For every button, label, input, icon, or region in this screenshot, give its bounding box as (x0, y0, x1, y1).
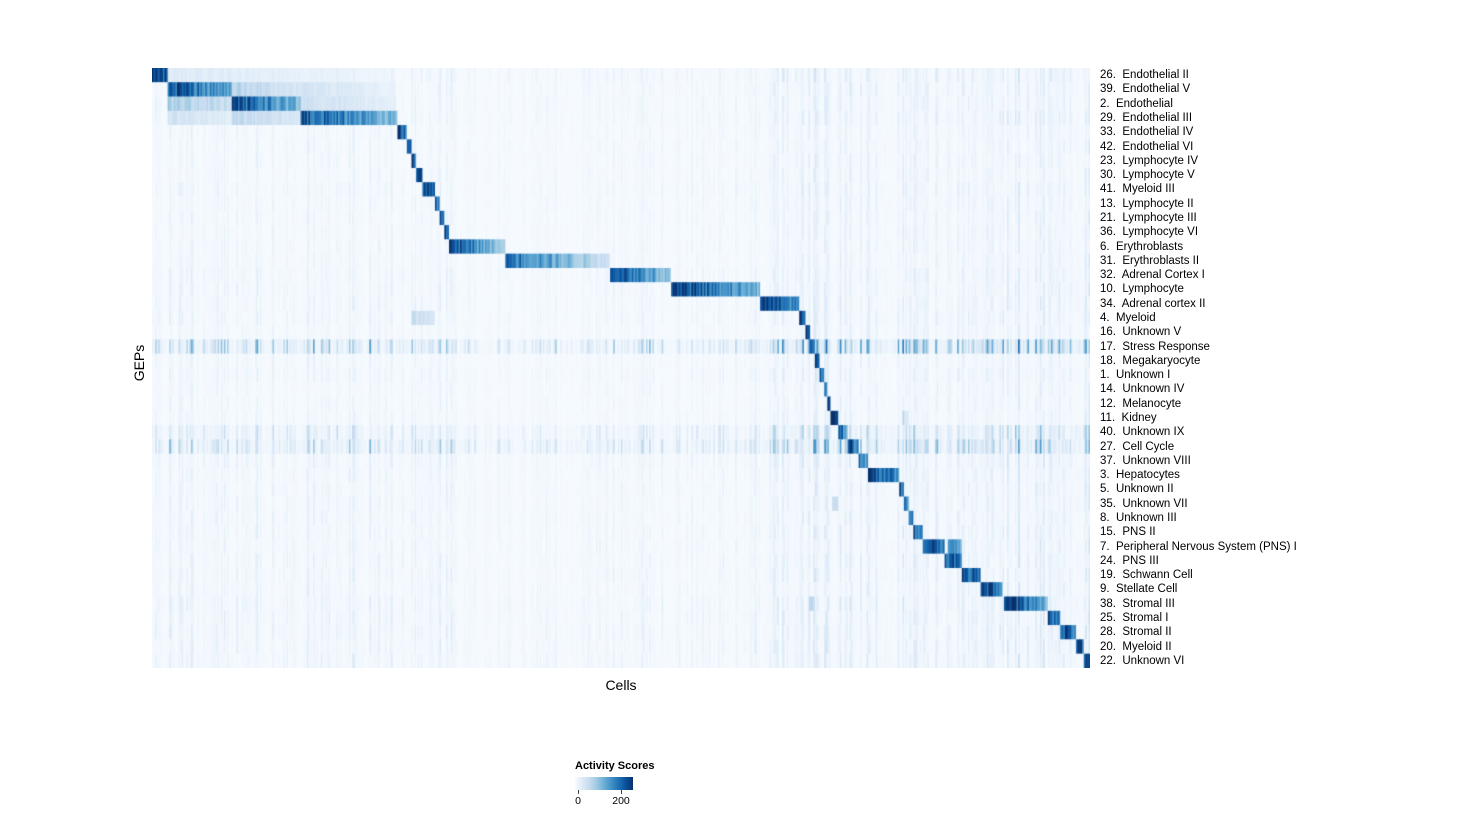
row-label: 37. Unknown VIII (1100, 454, 1191, 467)
row-label: 40. Unknown IX (1100, 426, 1185, 439)
row-label: 9. Stellate Cell (1100, 583, 1178, 596)
row-label: 1. Unknown I (1100, 369, 1171, 382)
row-label: 23. Lymphocyte IV (1100, 154, 1199, 167)
colorbar-title: Activity Scores (575, 760, 655, 772)
colorbar-tick-mark-0 (578, 790, 579, 794)
row-label: 12. Melanocyte (1100, 397, 1182, 410)
row-label: 24. PNS III (1100, 554, 1159, 567)
row-label: 6. Erythroblasts (1100, 240, 1184, 253)
colorbar-tick-label-0: 0 (575, 795, 581, 807)
heatmap-canvas (152, 68, 1090, 668)
row-label: 14. Unknown IV (1100, 383, 1185, 396)
row-label: 21. Lymphocyte III (1100, 212, 1197, 224)
row-label: 28. Stromal II (1100, 626, 1172, 639)
row-label: 13. Lymphocyte II (1100, 197, 1194, 210)
row-label: 19. Schwann Cell (1100, 569, 1193, 582)
row-label: 8. Unknown III (1100, 512, 1177, 524)
row-label: 31. Erythroblasts II (1100, 254, 1200, 267)
row-label: 39. Endothelial V (1100, 83, 1191, 96)
row-label: 36. Lymphocyte VI (1100, 226, 1199, 239)
row-label: 42. Endothelial VI (1100, 140, 1194, 153)
row-label: 7. Peripheral Nervous System (PNS) I (1100, 540, 1297, 553)
row-label: 27. Cell Cycle (1100, 440, 1175, 453)
row-label: 30. Lymphocyte V (1100, 169, 1195, 182)
row-label: 17. Stress Response (1100, 340, 1210, 353)
row-label: 2. Endothelial (1100, 97, 1173, 110)
colorbar-tick-label-200: 200 (612, 795, 630, 807)
row-label: 18. Megakaryocyte (1100, 354, 1201, 367)
row-label: 10. Lymphocyte (1100, 283, 1184, 296)
row-label: 4. Myeloid (1100, 312, 1156, 324)
row-label: 25. Stromal I (1100, 612, 1169, 624)
x-axis-label: Cells (605, 677, 637, 693)
row-label: 5. Unknown II (1100, 483, 1174, 496)
row-label: 22. Unknown VI (1100, 654, 1185, 667)
row-label: 16. Unknown V (1100, 326, 1182, 339)
row-label: 3. Hepatocytes (1100, 469, 1180, 482)
row-label: 15. PNS II (1100, 526, 1156, 539)
row-label: 26. Endothelial II (1100, 69, 1189, 82)
row-label: 20. Myeloid II (1100, 640, 1172, 653)
row-label: 33. Endothelial IV (1100, 126, 1194, 139)
row-label: 35. Unknown VII (1100, 497, 1188, 510)
row-label: 41. Myeloid III (1100, 183, 1175, 196)
row-label: 34. Adrenal cortex II (1100, 297, 1206, 310)
row-label: 38. Stromal III (1100, 597, 1175, 610)
colorbar-gradient (575, 777, 633, 790)
row-label: 11. Kidney (1100, 412, 1157, 424)
row-label: 29. Endothelial III (1100, 112, 1193, 124)
y-axis-label: GEPs (131, 344, 147, 382)
row-label: 32. Adrenal Cortex I (1100, 269, 1205, 282)
colorbar-tick-mark-200 (621, 790, 622, 794)
